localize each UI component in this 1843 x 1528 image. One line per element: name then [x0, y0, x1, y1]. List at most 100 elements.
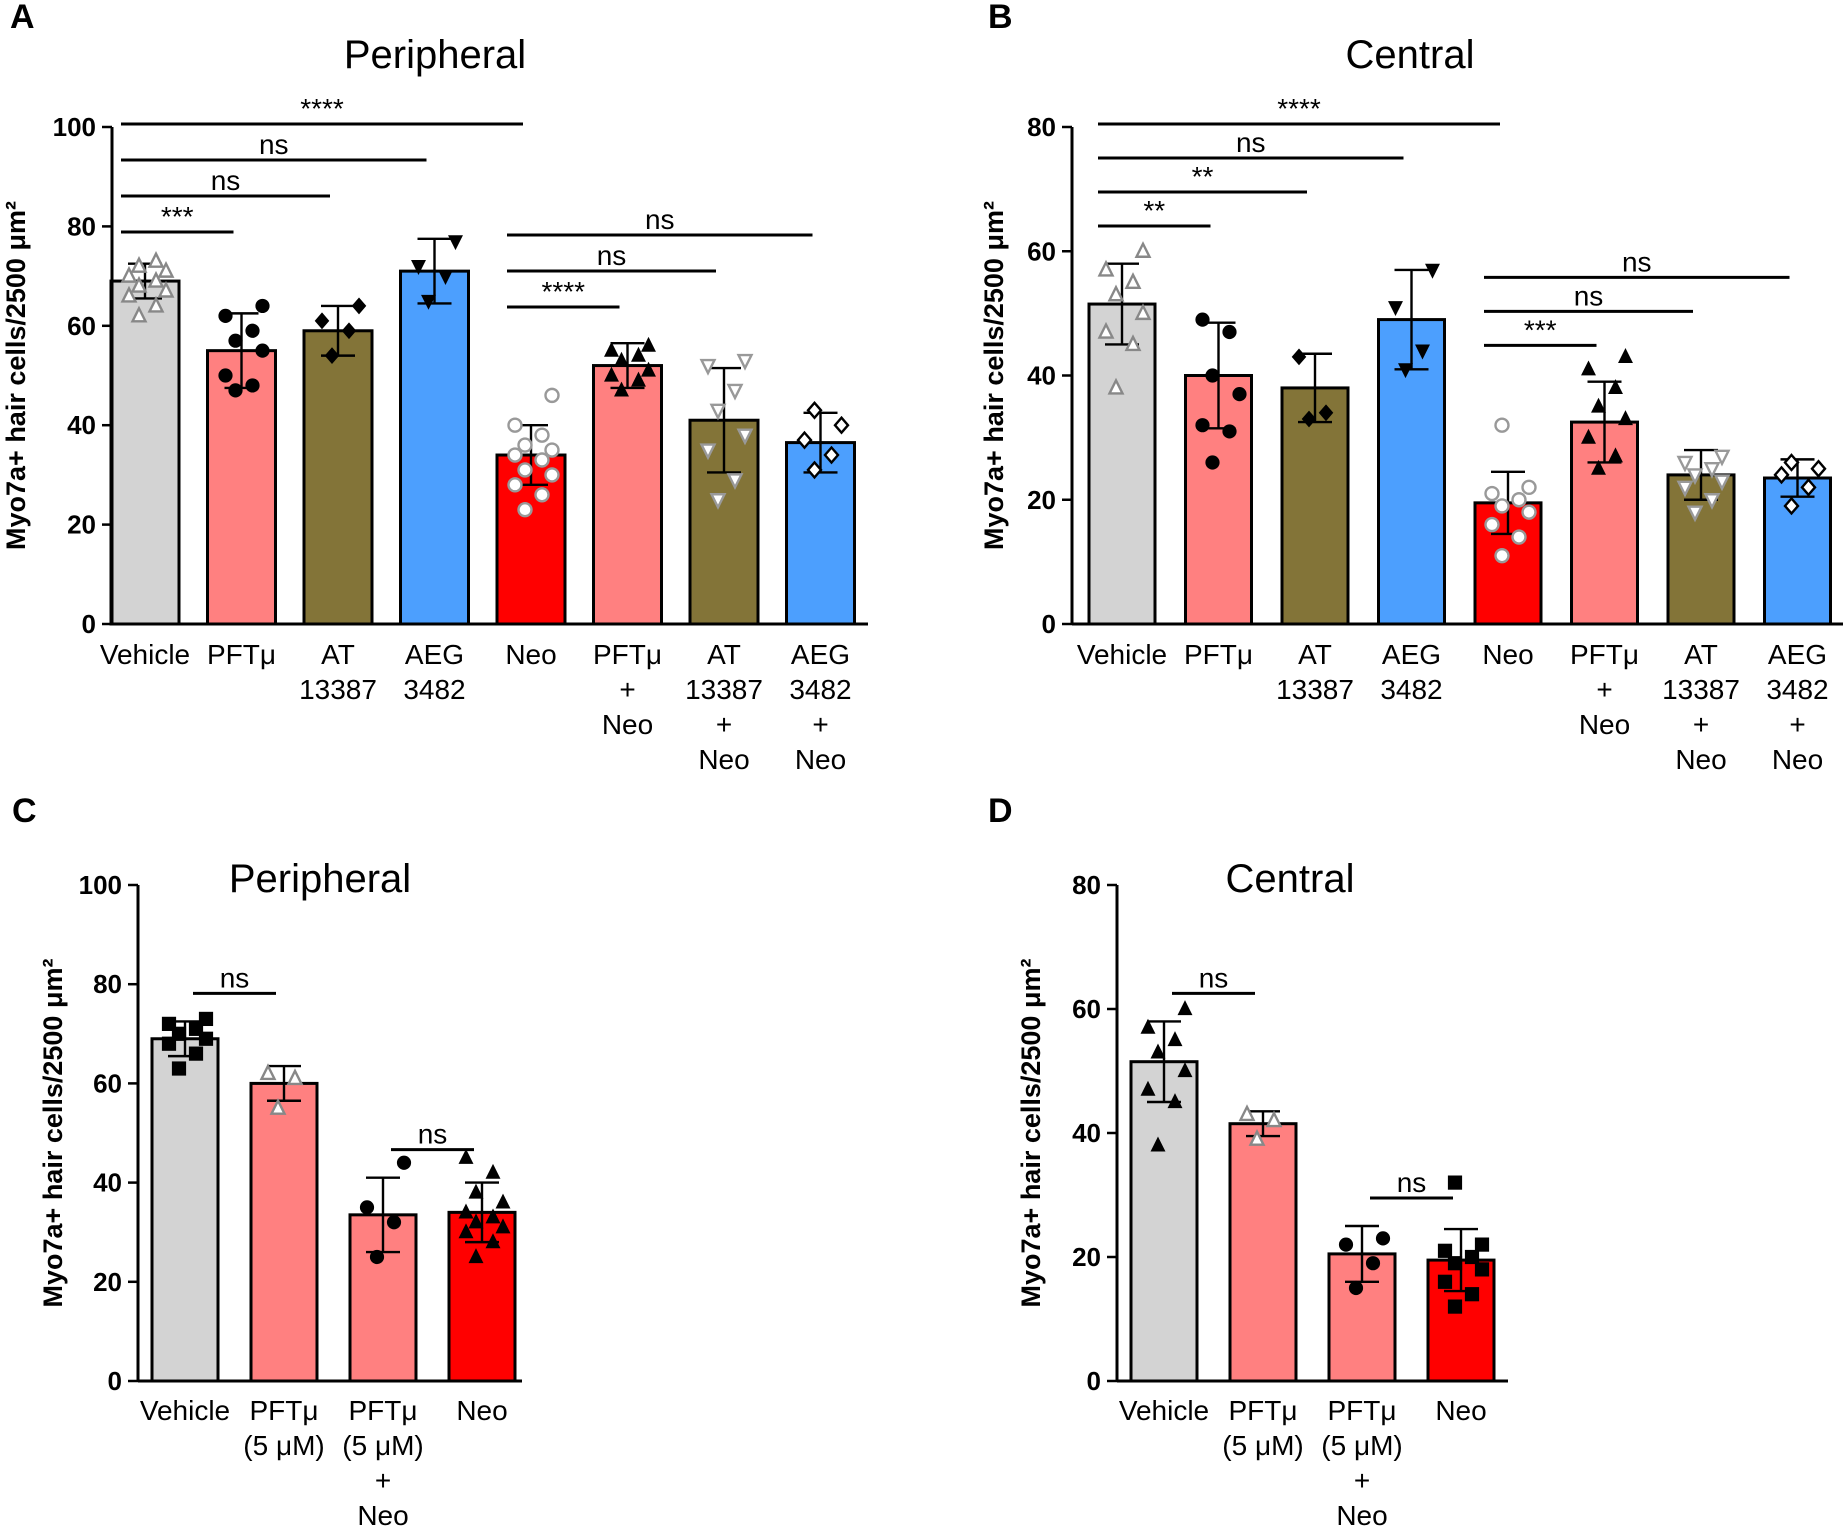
x-tick-label: (5 μM): [1321, 1430, 1402, 1461]
data-point: [351, 297, 367, 315]
y-tick-label: 80: [1027, 112, 1056, 142]
chart-title: Central: [1226, 857, 1355, 901]
data-point: [157, 260, 175, 278]
x-tick-label: +: [1596, 674, 1612, 705]
data-point: [1195, 418, 1210, 433]
data-point: [1581, 360, 1596, 376]
x-tick-label: Vehicle: [1119, 1395, 1209, 1426]
x-tick-label: Neo: [1336, 1500, 1387, 1528]
data-point: [1484, 516, 1500, 533]
data-point: [1494, 417, 1510, 433]
chart-title: Central: [1346, 33, 1475, 77]
data-point: [614, 351, 629, 367]
data-point: [421, 294, 436, 310]
data-point: [1511, 492, 1527, 508]
bar: [206, 349, 277, 626]
data-point: [468, 1248, 484, 1264]
bar: [1129, 1060, 1199, 1383]
data-point: [1222, 324, 1237, 340]
data-point: [1773, 465, 1790, 485]
x-tick-label: 3482: [1380, 674, 1442, 705]
data-point: [448, 235, 463, 251]
data-point: [259, 1063, 277, 1081]
y-tick-label: 80: [67, 211, 96, 241]
y-tick-label: 60: [67, 311, 96, 341]
data-point: [245, 323, 260, 338]
bar: [1280, 386, 1350, 626]
data-point: [458, 1223, 474, 1239]
data-point: [1167, 1093, 1183, 1109]
bar: [150, 1037, 220, 1383]
data-point: [1581, 428, 1596, 444]
data-point: [1238, 1104, 1256, 1122]
data-point: [1107, 377, 1125, 395]
bar: [109, 279, 181, 626]
significance-label: **: [1192, 161, 1214, 192]
y-tick-label: 20: [67, 510, 96, 540]
data-point: [1124, 334, 1142, 352]
data-point: [517, 437, 533, 453]
data-point: [699, 443, 717, 461]
y-tick-label: 60: [1072, 994, 1101, 1024]
data-point: [1107, 284, 1125, 302]
data-point: [1134, 241, 1152, 258]
x-tick-label: Vehicle: [100, 639, 190, 670]
significance-label: ****: [541, 276, 585, 307]
x-tick-label: 13387: [1662, 674, 1740, 705]
data-point: [1464, 1287, 1480, 1302]
data-point: [544, 442, 560, 458]
x-tick-label: AEG: [791, 639, 850, 670]
data-point: [726, 383, 744, 401]
data-point: [726, 473, 744, 491]
data-point: [324, 347, 340, 365]
data-point: [495, 1193, 511, 1209]
x-tick-label: PFTμ: [1327, 1395, 1396, 1426]
data-point: [1437, 1243, 1453, 1258]
data-point: [699, 358, 717, 376]
data-point: [245, 378, 260, 393]
data-point: [1375, 1231, 1391, 1246]
data-point: [507, 477, 523, 493]
bar: [1763, 476, 1832, 626]
significance-label: ns: [645, 204, 675, 235]
data-point: [130, 255, 148, 273]
x-tick-label: +: [375, 1465, 391, 1496]
data-point: [147, 270, 165, 288]
x-tick-label: Vehicle: [1077, 639, 1167, 670]
data-point: [286, 1068, 304, 1086]
data-point: [458, 1148, 474, 1164]
data-point: [396, 1155, 412, 1170]
y-tick-label: 40: [67, 410, 96, 440]
data-point: [130, 275, 148, 293]
y-axis-label: Myo7a+ hair cells/2500 μm²: [1, 201, 31, 550]
data-point: [1124, 272, 1142, 290]
data-point: [709, 403, 727, 421]
data-point: [130, 305, 148, 323]
data-point: [495, 1218, 511, 1234]
y-axis-label: Myo7a+ hair cells/2500 μm²: [38, 959, 68, 1308]
data-point: [631, 346, 646, 362]
x-tick-label: PFTμ: [593, 639, 662, 670]
data-point: [1511, 529, 1527, 545]
y-tick-label: 20: [1072, 1242, 1101, 1272]
panel-c: C Peripheral Myo7a+ hair cells/2500 μm² 0…: [12, 792, 522, 1528]
data-point: [1205, 455, 1220, 470]
data-point: [468, 1213, 484, 1229]
data-point: [1265, 1110, 1283, 1128]
panel-b: B Central Myo7a+ hair cells/2500 μm² 0 20 4…: [979, 0, 1843, 775]
y-tick-label: 100: [79, 870, 122, 900]
data-point: [1521, 504, 1537, 520]
data-point: [614, 381, 629, 397]
significance-label: ns: [220, 962, 250, 993]
x-tick-label: Neo: [456, 1395, 507, 1426]
x-tick-label: Neo: [1675, 744, 1726, 775]
data-point: [120, 265, 138, 283]
data-point: [1338, 1237, 1354, 1252]
x-tick-label: PFTμ: [1184, 639, 1253, 670]
significance-label: ns: [1199, 962, 1229, 993]
data-point: [171, 1061, 187, 1076]
data-point: [1521, 479, 1537, 496]
x-tick-label: 3482: [1766, 674, 1828, 705]
data-point: [1177, 1000, 1193, 1016]
